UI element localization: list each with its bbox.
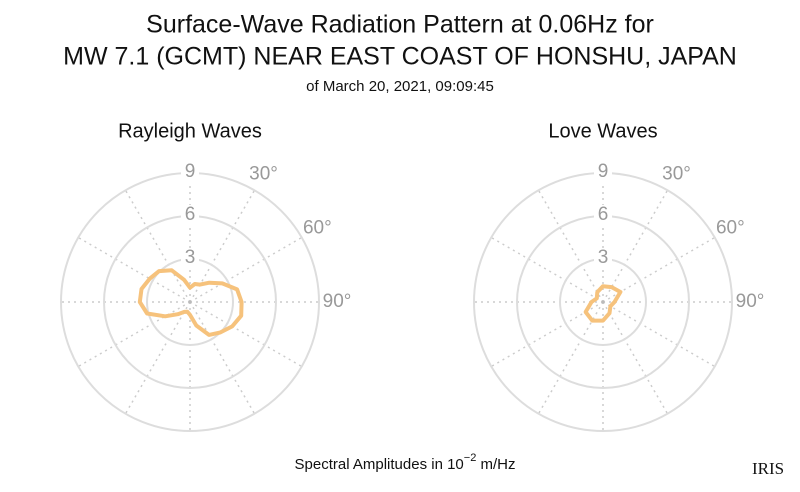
origin xyxy=(601,300,605,304)
spoke xyxy=(124,189,191,303)
footer-unit: m/Hz xyxy=(476,456,515,473)
spoke xyxy=(124,301,191,415)
tick-bg xyxy=(594,248,612,268)
tick-bg xyxy=(594,205,612,225)
angle-tick-label: 60° xyxy=(303,218,332,239)
footer: Spectral Amplitudes in 10−2 m/Hz xyxy=(295,452,516,473)
footer-exponent: −2 xyxy=(464,452,477,464)
tick-bg xyxy=(181,248,199,268)
spoke xyxy=(602,189,669,303)
title-line: MW 7.1 (GCMT) NEAR EAST COAST OF HONSHU,… xyxy=(63,43,737,71)
spoke xyxy=(602,301,716,368)
radiation-pattern xyxy=(583,284,623,323)
tick-bg xyxy=(181,205,199,225)
tick-bg xyxy=(181,162,199,182)
radiation-pattern xyxy=(137,268,244,337)
angle-tick-label: 30° xyxy=(249,164,278,185)
origin xyxy=(188,300,192,304)
r-tick-label: 9 xyxy=(598,161,609,182)
spoke xyxy=(189,236,303,303)
chart-title: Rayleigh Waves xyxy=(118,120,262,142)
r-tick-label: 6 xyxy=(185,204,196,225)
r-tick-label: 3 xyxy=(598,247,609,268)
spoke xyxy=(602,301,669,415)
angle-tick-label: 90° xyxy=(736,291,765,312)
angle-tick-label: 60° xyxy=(716,218,745,239)
footer-text: Spectral Amplitudes in 10 xyxy=(295,456,464,473)
tick-bg xyxy=(594,162,612,182)
logo: IRIS xyxy=(752,459,784,478)
r-tick-label: 6 xyxy=(598,204,609,225)
title-line: Surface-Wave Radiation Pattern at 0.06Hz… xyxy=(146,11,654,39)
angle-tick-label: 90° xyxy=(323,291,352,312)
chart-title: Love Waves xyxy=(548,120,657,142)
spoke xyxy=(77,301,191,368)
spoke xyxy=(490,236,604,303)
spoke xyxy=(189,301,256,415)
spoke xyxy=(537,189,604,303)
subtitle: of March 20, 2021, 09:09:45 xyxy=(306,78,494,95)
angle-tick-label: 30° xyxy=(662,164,691,185)
r-tick-label: 9 xyxy=(185,161,196,182)
r-tick-label: 3 xyxy=(185,247,196,268)
